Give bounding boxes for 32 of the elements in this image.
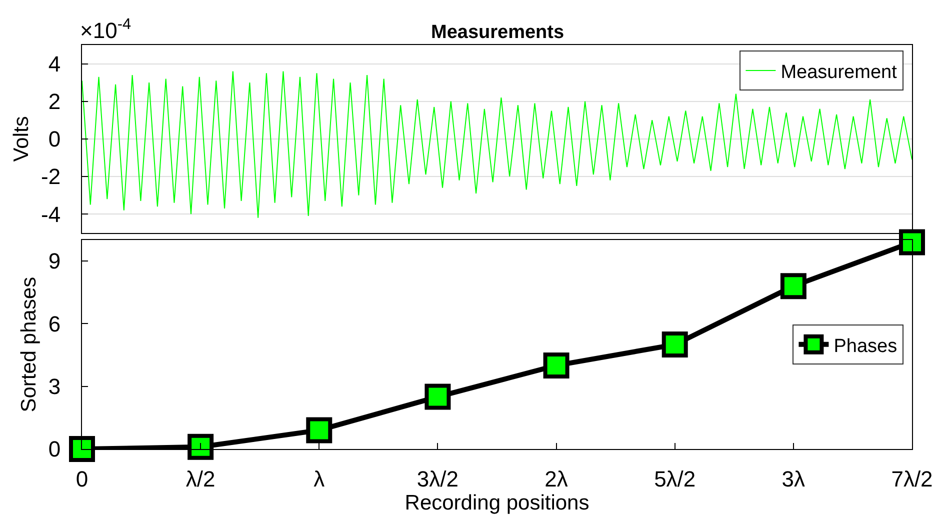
point [69,436,95,462]
x-axis-title: Recording positions [404,492,590,515]
x-tick-label: 2λ [544,466,568,492]
y-tick-label: 6 [48,311,61,336]
chart-title: Measurements [431,22,564,43]
y-tick-label: 3 [48,374,61,400]
point [899,229,925,256]
y-axis-title: Sorted phases [18,276,40,412]
point [780,273,806,300]
y-tick-label: -4 [41,202,61,227]
y-tick-label: 2 [48,89,61,114]
y-axis-title: Volts [10,116,34,162]
y-tick-label: 0 [48,126,61,152]
x-tick-label: 7λ/2 [891,466,933,492]
x-tick-label: λ [314,466,325,492]
x-tick-label: λ/2 [186,466,216,492]
y-tick-label: 4 [48,51,61,76]
point [306,417,332,444]
y-tick-label: 9 [48,248,61,274]
point [188,434,214,460]
x-tick-label: 5λ/2 [654,466,696,492]
legend-label: Measurement [780,62,898,83]
x-tick-label: 3λ/2 [416,466,459,492]
text: ×10$^{-4}$ [80,16,132,44]
x-tick-label: 3λ [782,466,806,492]
point [543,352,570,378]
y-tick-label: 0 [48,436,61,462]
point [662,332,688,358]
point [424,384,451,410]
legend-label: Phases [834,336,898,357]
x-tick-label: 0 [76,466,88,492]
y-tick-label: -2 [41,164,61,190]
